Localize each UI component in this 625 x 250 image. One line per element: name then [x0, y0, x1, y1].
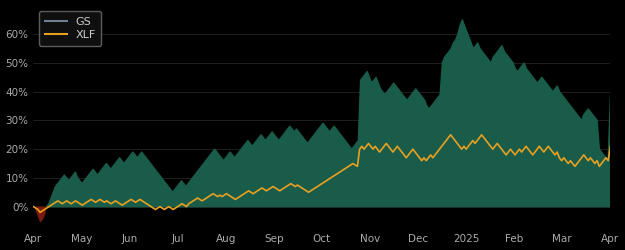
- Legend: GS, XLF: GS, XLF: [39, 11, 101, 46]
